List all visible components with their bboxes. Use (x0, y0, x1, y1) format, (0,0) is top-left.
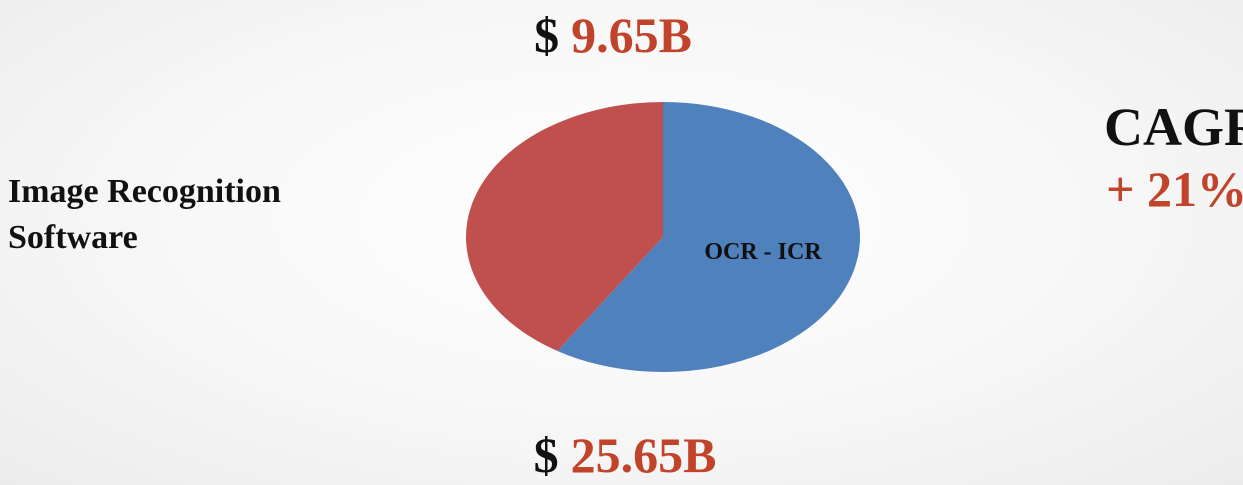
bottom-label: $25.65B (534, 427, 717, 483)
pie: OCR - ICR (466, 102, 860, 372)
bottom-value: 25.65B (571, 427, 717, 483)
pie-slice (557, 102, 860, 372)
side-label-line: Software (8, 219, 138, 256)
top-label: $9.65B (534, 7, 692, 63)
side-label-line: Image Recognition (8, 173, 281, 210)
growth-value: + 21% (1106, 161, 1243, 217)
pie-slice (466, 102, 663, 351)
top-prefix: $ (534, 7, 559, 63)
top-value: 9.65B (571, 7, 692, 63)
bottom-prefix: $ (534, 427, 559, 483)
growth-title: CAGR (1104, 97, 1243, 157)
slice-label: OCR - ICR (704, 239, 822, 265)
